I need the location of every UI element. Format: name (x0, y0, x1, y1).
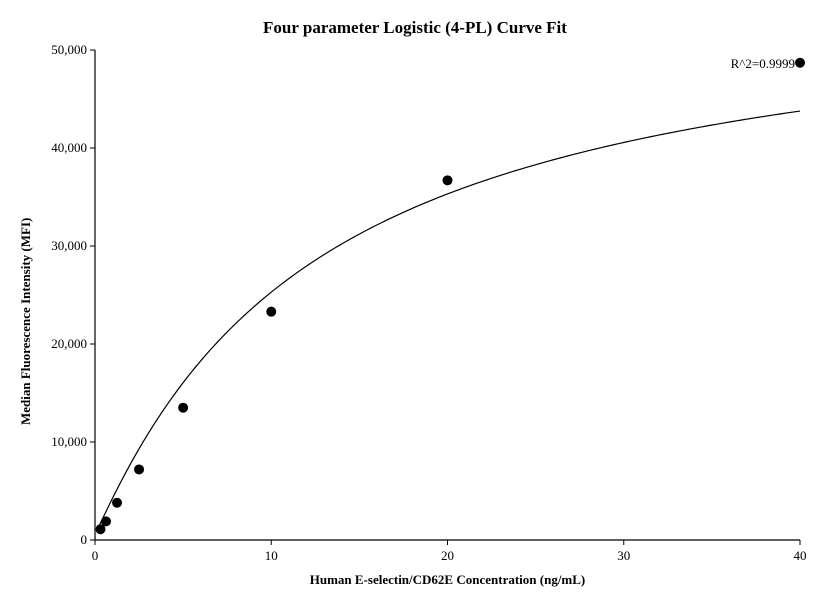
data-point (112, 498, 122, 508)
ytick-label: 50,000 (40, 42, 87, 58)
xtick-label: 40 (794, 548, 807, 564)
xtick-label: 30 (617, 548, 630, 564)
ytick-label: 20,000 (40, 336, 87, 352)
data-point (101, 516, 111, 526)
chart-svg (0, 0, 830, 616)
data-point (178, 403, 188, 413)
data-point (266, 307, 276, 317)
xtick-label: 10 (265, 548, 278, 564)
data-point (134, 464, 144, 474)
ytick-label: 30,000 (40, 238, 87, 254)
data-point (795, 58, 805, 68)
ytick-label: 10,000 (40, 434, 87, 450)
ytick-label: 40,000 (40, 140, 87, 156)
chart-container: Four parameter Logistic (4-PL) Curve Fit… (0, 0, 830, 616)
xtick-label: 0 (92, 548, 99, 564)
ytick-label: 0 (40, 532, 87, 548)
xtick-label: 20 (441, 548, 454, 564)
fit-curve (97, 111, 800, 531)
data-point (443, 175, 453, 185)
